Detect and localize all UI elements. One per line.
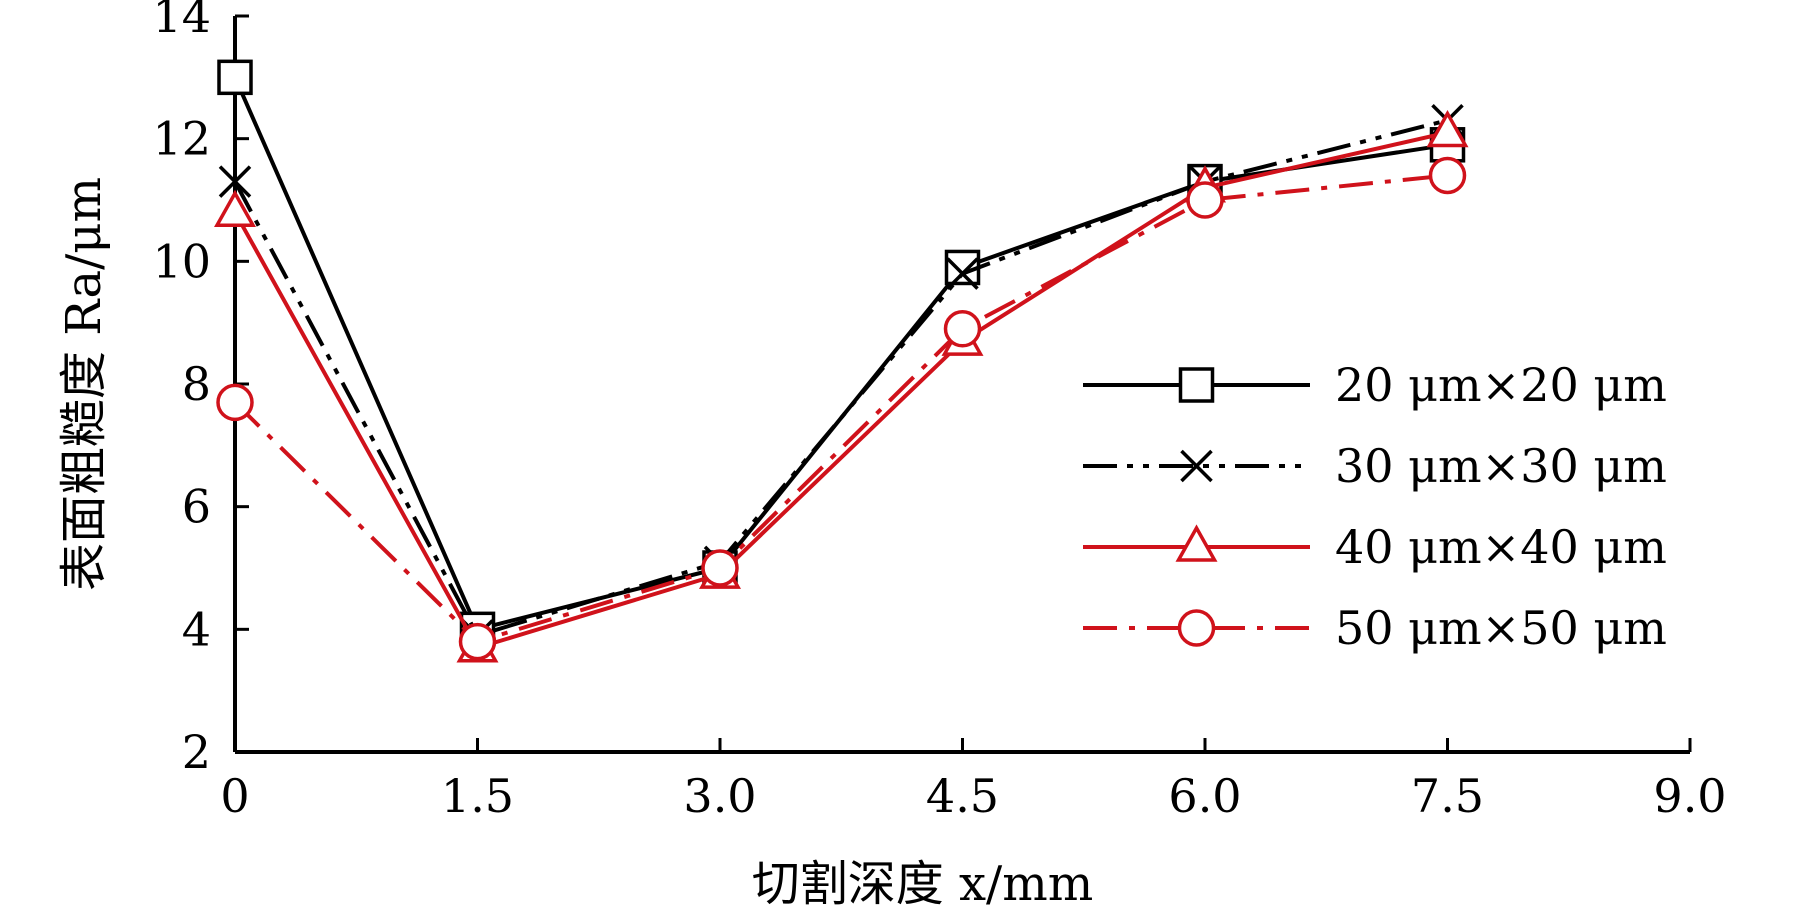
series-1	[217, 59, 1466, 648]
legend-marker	[1178, 367, 1215, 403]
y-tick-label: 2	[182, 725, 211, 779]
series-line	[233, 173, 1448, 644]
series-4	[216, 156, 1467, 661]
x-tick-label: 7.5	[1411, 769, 1484, 823]
data-point	[1186, 181, 1224, 219]
x-tick-label: 6.0	[1168, 769, 1241, 823]
x-tick-label: 3.0	[683, 769, 756, 823]
y-tick-label: 8	[182, 357, 211, 411]
x-tick-label: 4.5	[926, 769, 999, 823]
data-point	[701, 549, 739, 587]
y-tick-label: 12	[152, 112, 211, 166]
series-3	[214, 109, 1469, 663]
legend-marker	[1177, 609, 1216, 647]
legend-label: 20 μm×20 μm	[1335, 358, 1667, 412]
legend-marker	[1175, 524, 1218, 562]
y-axis-title: 表面粗糙度 Ra/μm	[56, 177, 112, 591]
x-tick-label: 0	[220, 769, 249, 823]
data-point	[218, 165, 252, 198]
x-tick-label: 9.0	[1653, 769, 1726, 823]
x-axis-title: 切割深度 x/mm	[752, 856, 1094, 912]
legend-label: 30 μm×30 μm	[1335, 439, 1667, 493]
y-tick-label: 10	[152, 234, 211, 288]
data-point	[217, 59, 253, 96]
legend-entry: 40 μm×40 μm	[1083, 520, 1667, 574]
data-point	[458, 622, 497, 661]
series-line	[233, 118, 1448, 638]
legend-label: 40 μm×40 μm	[1335, 520, 1667, 574]
series-line	[233, 130, 1448, 650]
legend-entry: 50 μm×50 μm	[1083, 601, 1667, 655]
legend-entry: 20 μm×20 μm	[1083, 358, 1667, 412]
data-point	[216, 383, 254, 422]
data-point	[214, 189, 256, 228]
data-point	[946, 257, 979, 290]
legend: 20 μm×20 μm 30 μm×30 μm 40 μm×40 μm 50 μm×5…	[1083, 358, 1667, 655]
legend-entry: 30 μm×30 μm	[1083, 439, 1667, 493]
legend-marker	[1180, 449, 1213, 483]
x-tick-label: 1.5	[441, 769, 514, 823]
y-tick-label: 4	[182, 602, 211, 656]
y-tick-label: 6	[182, 480, 211, 534]
data-point	[1428, 156, 1467, 195]
axes: 2 4 6 8 10 12 14 0 1.5 3.0 4.5 6.0 7.5 9.0	[152, 0, 1726, 823]
series-layer	[214, 59, 1469, 663]
data-point	[943, 310, 982, 348]
legend-label: 50 μm×50 μm	[1335, 601, 1667, 655]
y-tick-label: 14	[152, 0, 211, 43]
data-point	[1426, 109, 1469, 148]
